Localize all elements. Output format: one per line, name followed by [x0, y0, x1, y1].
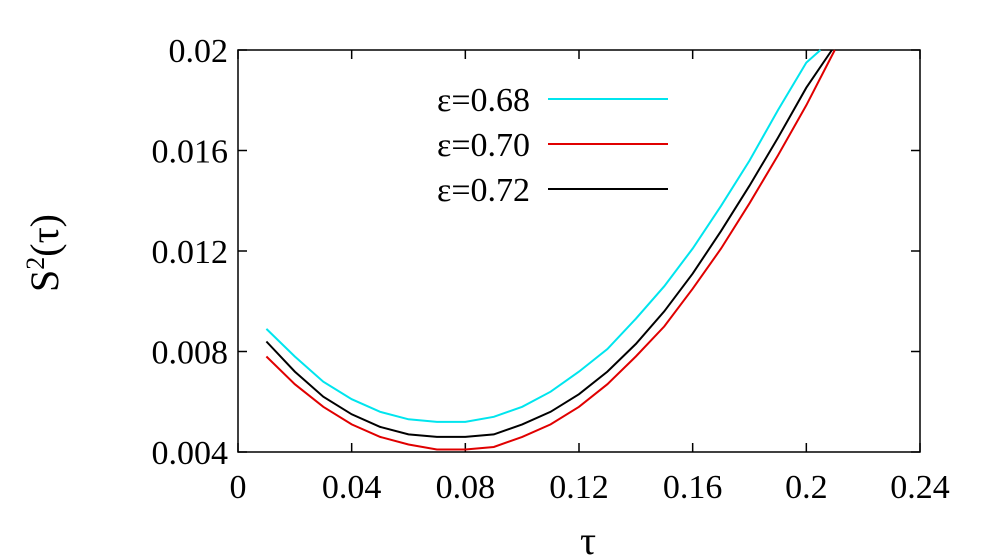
- legend-label: ε=0.68: [437, 82, 530, 119]
- y-axis-label: S2(τ): [21, 214, 67, 292]
- x-tick-label: 0.12: [549, 469, 609, 506]
- y-tick-label: 0.008: [152, 335, 229, 372]
- y-axis-label-tail: (τ): [22, 214, 67, 257]
- legend: ε=0.68 ε=0.70 ε=0.72: [437, 82, 668, 209]
- ticks: [237, 49, 921, 453]
- y-tick-label: 0.02: [169, 33, 229, 70]
- series-line: [265, 49, 836, 451]
- y-tick-label: 0.012: [152, 234, 229, 271]
- x-tick-label: 0: [230, 469, 247, 506]
- y-axis-label-base: S: [22, 270, 67, 292]
- x-tick-label: 0.16: [663, 469, 723, 506]
- series-line: [265, 49, 822, 423]
- x-tick-label: 0.2: [785, 469, 828, 506]
- series-line: [265, 49, 833, 438]
- x-tick-label: 0.08: [436, 469, 496, 506]
- y-tick-label: 0.016: [152, 134, 229, 171]
- legend-label: ε=0.70: [437, 127, 530, 164]
- x-tick-label: 0.24: [890, 469, 950, 506]
- tick-labels: 0 0.04 0.08 0.12 0.16 0.2 0.24 0.004 0.008 0.012 0…: [152, 33, 950, 506]
- x-tick-label: 0.04: [322, 469, 382, 506]
- y-axis-label-superscript: 2: [21, 257, 50, 270]
- series-curves: [265, 49, 836, 451]
- legend-label: ε=0.72: [437, 172, 530, 209]
- x-axis-label: τ: [580, 518, 596, 558]
- y-tick-label: 0.004: [152, 435, 229, 472]
